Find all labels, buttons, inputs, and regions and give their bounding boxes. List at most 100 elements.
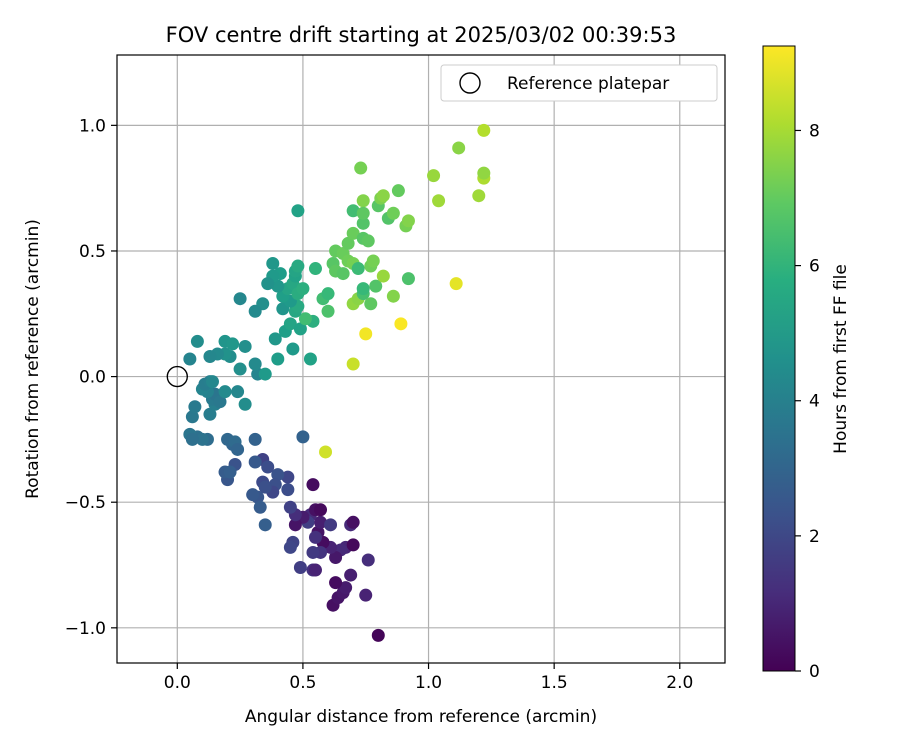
data-point [329,576,343,590]
data-point [266,257,280,271]
data-point [283,317,297,331]
data-point [190,334,204,348]
data-point [218,385,232,399]
x-tick-label: 1.5 [541,673,568,693]
x-tick-label: 1.0 [415,673,442,693]
data-point [394,317,408,331]
data-point [293,561,307,575]
data-point [306,478,320,492]
y-tick-label: −0.5 [65,493,106,513]
data-point [281,470,295,484]
data-point [293,322,307,336]
data-point [376,189,390,203]
data-point [314,515,328,529]
data-point [336,267,350,281]
data-point [359,327,373,341]
colorbar-tick-label: 2 [809,527,820,547]
data-point [401,272,415,286]
data-point [231,442,245,456]
data-point [346,515,360,529]
colorbar-tick-label: 4 [809,392,820,412]
data-point [449,277,463,291]
data-point [248,455,262,469]
colorbar: 0 2 4 6 8 Hours from first FF file [762,45,851,682]
data-point [356,206,370,220]
data-point [288,518,302,532]
data-point [427,169,441,183]
data-point [253,500,267,514]
data-point [359,588,373,602]
colorbar-tick-label: 8 [809,121,820,141]
data-point [213,395,227,409]
data-point [339,581,353,595]
data-point [346,226,360,240]
data-point [308,262,322,276]
data-point [291,259,305,273]
data-point [324,518,338,532]
data-point [366,254,380,268]
data-point [231,385,245,399]
legend-reference-marker [459,72,481,94]
legend-box [440,64,718,102]
data-point [341,236,355,250]
data-point [308,530,322,544]
data-point [371,628,385,642]
data-point [291,204,305,218]
colorbar-ticks: 0 2 4 6 8 [795,121,820,682]
colorbar-tick-label: 6 [809,257,820,277]
data-point [246,488,260,502]
x-tick-label: 0.0 [164,673,191,693]
data-point [361,553,375,567]
data-point [386,289,400,303]
data-point [346,204,360,218]
data-point [258,518,272,532]
data-point [261,277,275,291]
data-point [356,282,370,296]
data-point [346,357,360,371]
data-point [268,332,282,346]
y-axis-ticks: −1.0 −0.5 0.0 0.5 1.0 [65,116,117,639]
data-point [303,352,317,366]
y-tick-label: 0.0 [79,368,106,388]
data-point [271,352,285,366]
data-point [321,304,335,318]
data-point [351,262,365,276]
data-point [308,563,322,577]
data-point [369,279,383,293]
data-point [477,166,491,180]
data-point [203,349,217,363]
plot-frame [116,54,726,664]
reference-platepar-marker [166,365,188,388]
data-point [223,465,237,479]
data-point [205,375,219,389]
data-point [185,432,199,446]
data-point [203,407,217,421]
data-point [354,161,368,175]
data-point [344,568,358,582]
data-point [283,540,297,554]
data-point [314,503,328,517]
x-axis-label: Angular distance from reference (arcmin) [245,707,597,727]
colorbar-tick-label: 0 [809,662,820,682]
data-point [258,367,272,381]
data-point [271,279,285,293]
y-tick-label: 0.5 [79,242,106,262]
data-point [356,216,370,230]
data-point [248,432,262,446]
data-point [195,432,209,446]
data-point [401,214,415,228]
data-point [319,445,333,459]
x-tick-label: 2.0 [666,673,693,693]
data-point [472,189,486,203]
data-point [185,410,199,424]
data-point [283,500,297,514]
colorbar-label: Hours from first FF file [831,264,851,454]
data-point [432,194,446,208]
data-point [376,269,390,283]
data-point [286,342,300,356]
grid [117,55,725,663]
data-point [298,312,312,326]
x-tick-label: 0.5 [289,673,316,693]
data-point [346,538,360,552]
